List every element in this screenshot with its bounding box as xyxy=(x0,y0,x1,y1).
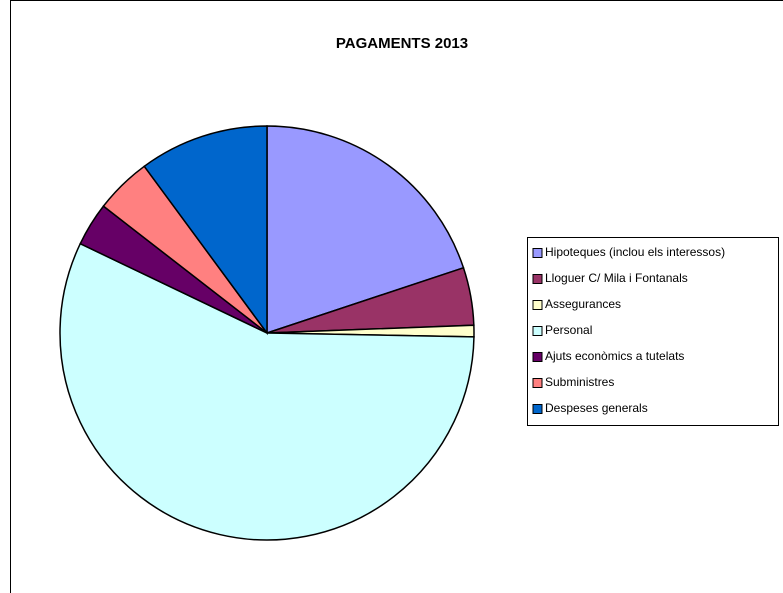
legend-swatch xyxy=(532,248,543,258)
pie-slice xyxy=(143,125,268,336)
legend-label: Hipoteques (inclou els interessos) xyxy=(545,245,725,259)
legend-swatch xyxy=(532,274,543,284)
legend-swatch xyxy=(532,378,543,388)
legend-label: Ajuts econòmics a tutelats xyxy=(545,349,684,363)
legend-swatch xyxy=(532,404,543,414)
pie-slice xyxy=(266,125,465,335)
legend-box xyxy=(527,237,779,426)
legend-label: Despeses generals xyxy=(545,401,648,415)
legend-swatch xyxy=(532,300,543,310)
legend-swatch xyxy=(532,352,543,362)
legend-label: Lloguer C/ Mila i Fontanals xyxy=(545,271,688,285)
pie-slice xyxy=(59,242,475,541)
legend-label: Subministres xyxy=(545,375,614,389)
legend-swatch xyxy=(532,326,543,336)
legend-label: Personal xyxy=(545,323,592,337)
chart-title: PAGAMENTS 2013 xyxy=(336,35,468,52)
legend-label: Assegurances xyxy=(545,297,621,311)
